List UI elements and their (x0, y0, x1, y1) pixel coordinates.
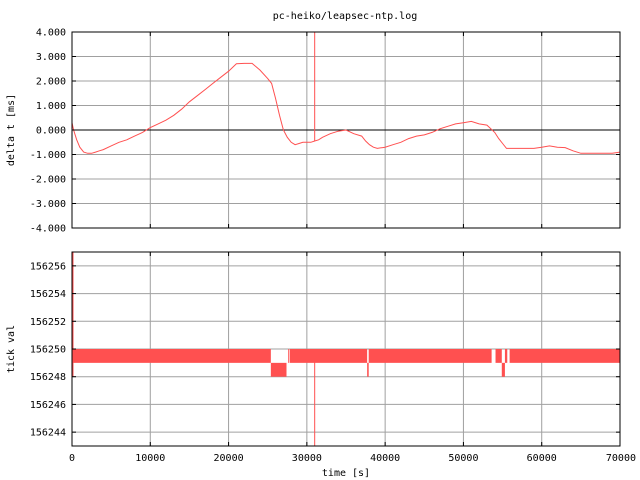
top-ytick-label: -4.000 (30, 224, 66, 235)
tick-val-band (504, 349, 508, 363)
bottom-ytick-label: 156252 (30, 317, 66, 328)
top-panel: 4.000 3.000 2.000 1.000 0.000 -1.000 -2.000 -3.… (6, 28, 621, 235)
top-ytick-label: -3.000 (30, 199, 66, 210)
tick-val-low-block (501, 362, 505, 377)
top-ytick-label: 2.000 (36, 77, 66, 88)
tick-val-band (72, 349, 271, 363)
bottom-xlabel: time [s] (322, 468, 370, 479)
top-ytick-label: -2.000 (30, 175, 66, 186)
bottom-ytick-label: 156256 (30, 261, 66, 272)
bottom-xtick-label: 60000 (527, 453, 557, 464)
top-ytick-label: 3.000 (36, 52, 66, 63)
bottom-ylabel: tick val (6, 325, 17, 373)
bottom-yticks: 156256 156254 156252 156250 156248 156246 1562… (30, 261, 620, 439)
top-ylabel: delta t [ms] (6, 94, 17, 166)
bottom-xtick-label: 30000 (292, 453, 322, 464)
bottom-ytick-label: 156254 (30, 289, 66, 300)
top-yticks: 4.000 3.000 2.000 1.000 0.000 -1.000 -2.000 -3.… (30, 28, 621, 235)
top-ytick-label: 0.000 (36, 126, 66, 137)
top-ytick-label: -1.000 (30, 150, 66, 161)
tick-val-band (509, 349, 620, 363)
bottom-xtick-label: 20000 (214, 453, 244, 464)
tick-val-low-block (270, 362, 287, 377)
tick-val-band (288, 349, 289, 363)
tick-val-low-block (367, 362, 369, 377)
tick-val-band (368, 349, 492, 363)
tick-val-band (289, 349, 368, 363)
tick-val-band (495, 349, 502, 363)
top-series (71, 32, 621, 154)
chart-title: pc-heiko/leapsec-ntp.log (273, 11, 418, 22)
delta-t-line (71, 62, 621, 154)
bottom-ytick-label: 156250 (30, 345, 66, 356)
top-ytick-label: 1.000 (36, 101, 66, 112)
bottom-xtick-label: 10000 (135, 453, 165, 464)
bottom-xtick-label: 0 (69, 453, 75, 464)
bottom-xtick-label: 50000 (448, 453, 478, 464)
bottom-panel: 156256 156254 156252 156250 156248 156246 1562… (6, 251, 636, 479)
bottom-series (72, 252, 620, 446)
bottom-xticks: 0 10000 20000 30000 40000 50000 60000 70000 (69, 252, 636, 464)
bottom-ytick-label: 156246 (30, 400, 66, 411)
bottom-grid (72, 252, 620, 446)
bottom-ytick-label: 156244 (30, 428, 66, 439)
bottom-ytick-label: 156248 (30, 372, 66, 383)
top-ytick-label: 4.000 (36, 28, 66, 39)
bottom-xtick-label: 40000 (370, 453, 400, 464)
bottom-xtick-label: 70000 (606, 453, 636, 464)
